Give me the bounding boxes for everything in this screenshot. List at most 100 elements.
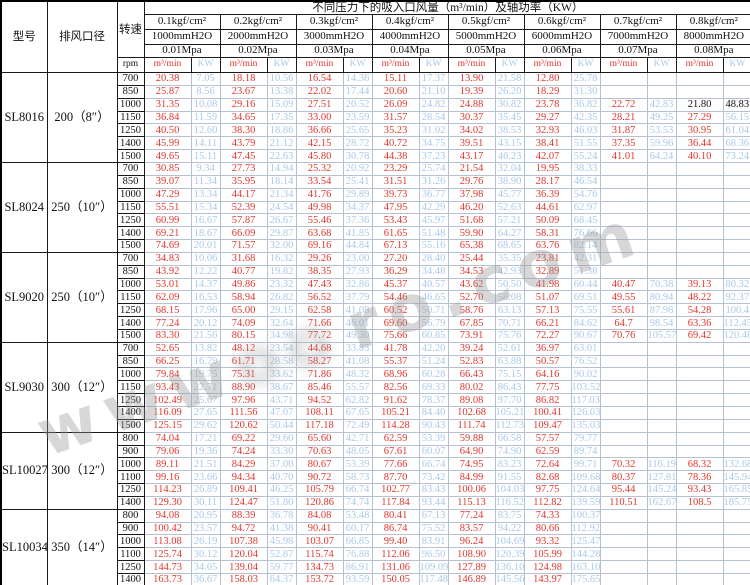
power-value: 135.03 [570, 418, 601, 433]
flow-value [599, 367, 648, 382]
flow-value: 35.23 [371, 123, 420, 138]
power-value: 26.82 [266, 290, 297, 305]
rpm-cell: 700 [116, 251, 145, 266]
flow-value: 57.13 [523, 303, 572, 318]
flow-value: 113.08 [143, 534, 192, 549]
flow-value: 74.95 [447, 457, 496, 472]
power-value: 79.77 [570, 431, 601, 446]
power-value [646, 418, 677, 433]
flow-value: 41.76 [295, 187, 344, 202]
flow-value [599, 264, 648, 279]
power-value: 21.56 [190, 328, 221, 343]
power-value: 69.51 [570, 290, 601, 305]
flow-value: 117.18 [295, 418, 344, 433]
flow-value: 109.41 [219, 483, 268, 497]
power-value: 73.24 [722, 149, 750, 163]
power-value: 54.76 [570, 187, 601, 202]
flow-value: 36.84 [143, 110, 192, 125]
power-value: 63.88 [494, 354, 525, 369]
power-value [722, 187, 750, 202]
flow-value: 110.51 [599, 495, 648, 510]
flow-value: 59.90 [447, 226, 496, 241]
rpm-cell: 1000 [116, 97, 145, 112]
flow-value: 42.15 [295, 136, 344, 151]
power-value: 59.77 [266, 560, 297, 574]
power-value: 82.14 [570, 239, 601, 253]
power-value: 18.86 [266, 123, 297, 138]
rpm-cell: 1150 [116, 200, 145, 215]
rpm-cell: 1000 [116, 457, 145, 472]
power-value: 68.36 [722, 136, 750, 151]
flow-value: 84.99 [447, 470, 496, 485]
power-value: 80.32 [722, 277, 750, 292]
flow-value: 80.37 [599, 470, 648, 485]
header-model: 型号 [0, 0, 48, 74]
flow-value: 55.46 [295, 213, 344, 228]
power-value: 48.32 [342, 367, 373, 382]
power-value [646, 380, 677, 395]
flow-value: 71.57 [219, 239, 268, 253]
rpm-cell: 1100 [116, 547, 145, 562]
power-value: 33.62 [266, 367, 297, 382]
power-value: 20.92 [342, 161, 373, 176]
flow-value: 40.10 [675, 149, 724, 163]
flow-value: 129.30 [143, 495, 192, 510]
power-value: 53.39 [342, 457, 373, 472]
flow-value: 44.68 [295, 341, 344, 356]
power-value: 14.11 [190, 136, 221, 151]
flow-value: 29.26 [295, 251, 344, 266]
power-value [646, 161, 677, 176]
power-value: 17.35 [266, 110, 297, 125]
spec-row: 1000 53.01 14.37 49.86 23.32 47.43 32.86 45.37 4… [1, 277, 750, 292]
power-value: 34.37 [342, 200, 373, 215]
power-value: 60.28 [418, 367, 449, 382]
flow-value [599, 521, 648, 536]
flow-value [599, 239, 648, 253]
power-value: 92.37 [722, 290, 750, 305]
power-value: 22.63 [266, 149, 297, 163]
flow-value: 56.52 [295, 290, 344, 305]
power-value: 127.81 [646, 470, 677, 485]
flow-value: 65.00 [219, 303, 268, 318]
pressure-mpa: 0.04Mpa [371, 44, 449, 59]
flow-value: 44.38 [371, 149, 420, 163]
flow-value: 139.04 [219, 560, 268, 574]
pressure-mmh2o: 4000mmH2O [371, 29, 449, 46]
flow-value [675, 547, 724, 562]
power-value [646, 213, 677, 228]
rpm-cell: 850 [116, 84, 145, 99]
flow-value: 36.39 [523, 187, 572, 202]
power-value: 29.87 [266, 226, 297, 241]
flow-unit-header: m³/min [599, 57, 648, 74]
flow-value: 69.42 [675, 328, 724, 343]
power-value: 13.82 [190, 341, 221, 356]
power-value: 94.22 [494, 521, 525, 536]
flow-value: 64.16 [523, 367, 572, 382]
flow-value [599, 251, 648, 266]
power-value: 83.43 [418, 483, 449, 497]
flow-value: 52.70 [447, 290, 496, 305]
flow-value: 120.04 [219, 547, 268, 562]
rpm-cell: 1500 [116, 149, 145, 163]
model-cell: SL8024 [0, 161, 48, 253]
flow-value: 40.72 [371, 136, 420, 151]
power-value: 32.04 [494, 161, 525, 176]
flow-value: 61.71 [219, 354, 268, 369]
power-value: 45.77 [494, 187, 525, 202]
flow-value: 78.36 [675, 470, 724, 485]
flow-value: 102.68 [447, 406, 496, 420]
power-value: 70.38 [646, 277, 677, 292]
power-value: 66.58 [494, 431, 525, 446]
flow-value: 30.85 [143, 161, 192, 176]
power-value [722, 418, 750, 433]
power-value: 42.29 [418, 200, 449, 215]
rpm-cell: 1250 [116, 303, 145, 318]
flow-value: 86.82 [523, 393, 572, 407]
flow-value: 21.80 [675, 97, 724, 112]
power-value: 27.65 [190, 406, 221, 420]
flow-value: 67.61 [371, 444, 420, 459]
power-value: 104.69 [494, 534, 525, 549]
flow-value: 64.90 [447, 444, 496, 459]
pressure-mmh2o: 8000mmH2O [675, 29, 750, 46]
